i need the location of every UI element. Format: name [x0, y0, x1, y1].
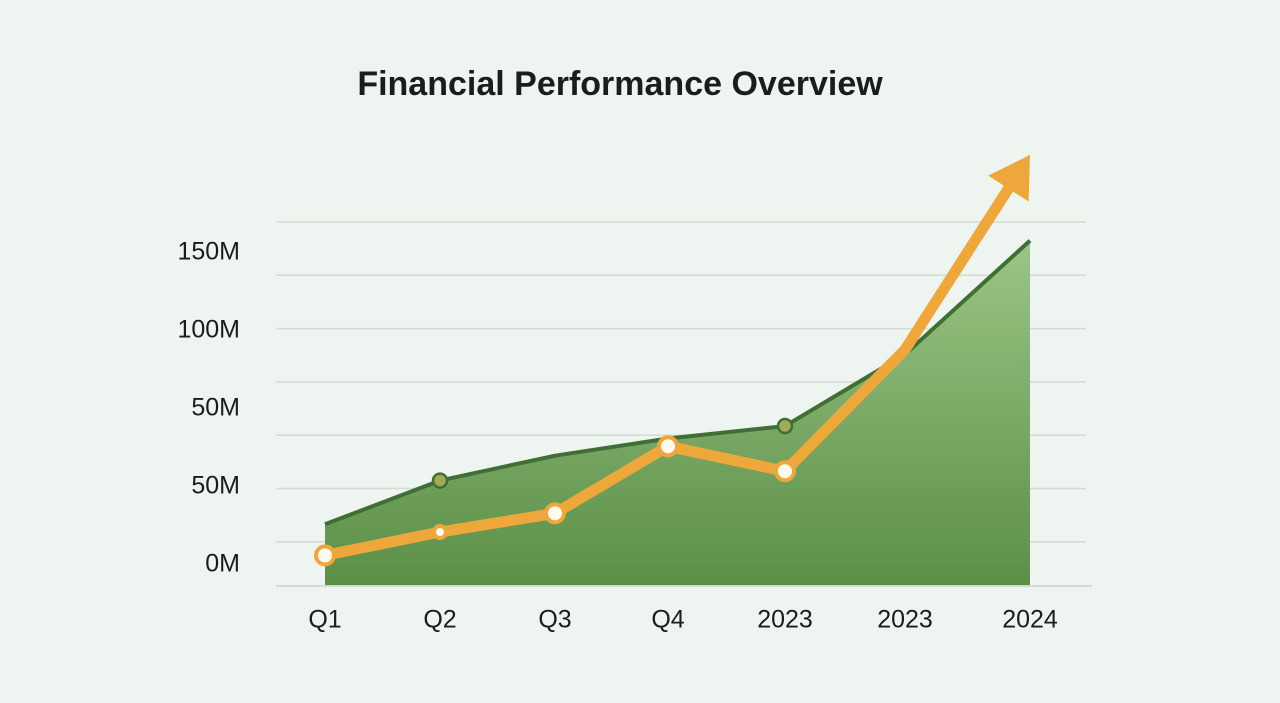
- area: [325, 240, 1030, 585]
- line-point: [774, 460, 796, 483]
- x-tick-label: Q2: [423, 606, 456, 634]
- area-point: [431, 472, 449, 489]
- chart-title: Financial Performance Overview: [357, 65, 883, 103]
- plot: [314, 154, 1032, 585]
- line-arrowhead: [988, 154, 1030, 202]
- area-point: [776, 417, 794, 435]
- x-tick-label: 2023: [877, 606, 933, 634]
- y-tick-label: 50M: [191, 472, 240, 500]
- y-tick-label: 0M: [205, 550, 240, 578]
- y-tick-label: 100M: [177, 316, 240, 344]
- x-tick-label: Q1: [308, 606, 341, 634]
- x-tick-label: Q4: [651, 606, 684, 634]
- line-point: [544, 502, 566, 525]
- line-point: [314, 544, 336, 567]
- line-point: [657, 435, 679, 458]
- line-point: [432, 524, 448, 541]
- y-tick-label: 150M: [177, 238, 240, 266]
- x-tick-label: 2023: [757, 606, 813, 634]
- y-tick-label: 50M: [191, 394, 240, 422]
- x-tick-label: Q3: [538, 606, 571, 634]
- x-tick-label: 2024: [1002, 606, 1058, 634]
